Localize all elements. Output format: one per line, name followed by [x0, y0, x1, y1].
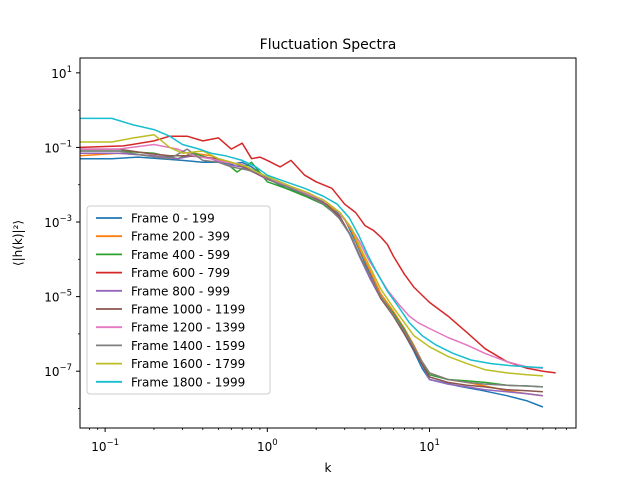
- legend-label: Frame 1400 - 1599: [131, 339, 245, 353]
- y-axis-label: ⟨|h(k)|²⟩: [11, 220, 25, 266]
- series-line-10: [80, 117, 543, 369]
- series-line-8: [80, 148, 543, 388]
- series-line-9: [80, 133, 543, 377]
- legend-label: Frame 1200 - 1399: [131, 321, 245, 335]
- legend-label: Frame 200 - 399: [131, 230, 230, 244]
- legend-label: Frame 1600 - 1799: [131, 357, 245, 371]
- legend-box: [86, 205, 271, 395]
- y-tick-label: 10−5: [44, 289, 72, 305]
- x-tick-label: 10−1: [91, 438, 119, 454]
- legend-label: Frame 800 - 999: [131, 284, 230, 298]
- x-tick-label: 100: [257, 438, 278, 454]
- chart-title: Fluctuation Spectra: [260, 37, 397, 53]
- series-line-4: [80, 135, 556, 374]
- legend-label: Frame 400 - 599: [131, 248, 230, 262]
- y-tick-label: 101: [51, 65, 72, 81]
- plot-frame: [79, 57, 577, 429]
- y-tick-label: 10−7: [44, 363, 72, 379]
- legend-label: Frame 1800 - 1999: [131, 375, 245, 389]
- legend: Frame 0 - 199 Frame 200 - 399 Frame 400 - …: [86, 205, 271, 395]
- y-tick-label: 10−1: [44, 139, 72, 155]
- legend-label: Frame 600 - 799: [131, 266, 230, 280]
- x-tick-label: 101: [419, 438, 440, 454]
- x-axis-label: k: [325, 461, 332, 475]
- legend-label: Frame 0 - 199: [131, 212, 215, 226]
- ticks-layer: 10−1 100 101 10−7 10−5 10−3 10−1 101: [44, 65, 567, 454]
- series-layer: [80, 117, 556, 408]
- y-tick-label: 10−3: [44, 214, 72, 230]
- legend-label: Frame 1000 - 1199: [131, 303, 245, 317]
